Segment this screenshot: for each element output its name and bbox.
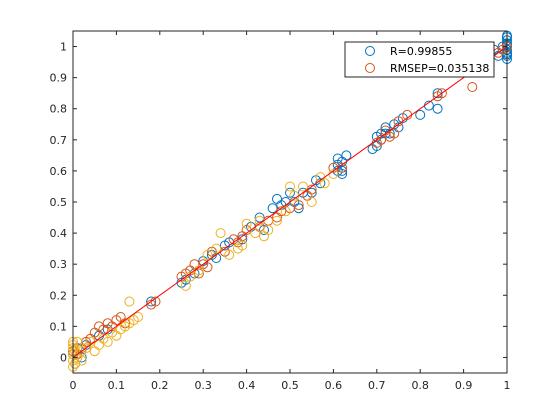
data-point-s2-29 bbox=[202, 249, 213, 260]
data-point-s0-52 bbox=[432, 103, 443, 114]
data-point-s1-46 bbox=[436, 88, 447, 99]
x-tick-label-5: 0.5 bbox=[281, 379, 299, 392]
data-point-s2-11 bbox=[76, 355, 87, 366]
data-point-s0-20 bbox=[267, 203, 278, 214]
data-point-s2-6 bbox=[70, 358, 81, 369]
data-point-s2-39 bbox=[263, 225, 274, 235]
data-point-s1-47 bbox=[467, 82, 478, 92]
x-tick-label-8: 0.8 bbox=[411, 379, 429, 392]
x-tick-label-3: 0.3 bbox=[194, 379, 212, 392]
axis-ticks: 0 0.1 0.2 0.3 0.4 0.5 0.6 0.7 0.8 0.9 1 0 0.1 0.2 0.3 0… bbox=[50, 31, 511, 392]
y-tick-label-4: 0.4 bbox=[50, 227, 68, 240]
y-tick-label-7: 0.7 bbox=[50, 134, 68, 147]
y-tick-label-8: 0.8 bbox=[50, 103, 68, 116]
legend[interactable]: R=0.99855 RMSEP=0.035138 bbox=[344, 41, 495, 78]
data-point-s1-21 bbox=[202, 262, 213, 273]
x-tick-label-1: 0.1 bbox=[108, 379, 126, 392]
data-point-s2-34 bbox=[237, 240, 248, 251]
data-point-s2-45 bbox=[306, 197, 317, 207]
data-point-s2-44 bbox=[298, 181, 308, 192]
y-tick-label-10: 1 bbox=[60, 41, 67, 54]
x-tick-label-0: 0 bbox=[70, 379, 77, 392]
data-point-s2-36 bbox=[250, 228, 261, 239]
data-point-s2-31 bbox=[215, 228, 226, 239]
y-tick-label-3: 0.3 bbox=[50, 258, 68, 271]
data-point-s2-41 bbox=[280, 206, 291, 217]
data-point-s2-32 bbox=[224, 249, 235, 260]
legend-box bbox=[344, 41, 495, 78]
y-tick-label-6: 0.6 bbox=[50, 165, 68, 178]
x-tick-label-4: 0.4 bbox=[238, 379, 256, 392]
data-point-s2-35 bbox=[241, 218, 252, 229]
data-point-s1-42 bbox=[389, 128, 400, 139]
data-point-s2-30 bbox=[211, 243, 222, 254]
data-point-s0-7 bbox=[146, 296, 157, 307]
x-tick-label-7: 0.7 bbox=[368, 379, 386, 392]
data-point-s2-17 bbox=[102, 336, 113, 347]
x-tick-label-10: 1 bbox=[504, 379, 511, 392]
data-point-s2-40 bbox=[272, 215, 282, 226]
data-point-s2-25 bbox=[133, 312, 144, 322]
data-point-s2-42 bbox=[285, 181, 295, 192]
x-tick-label-9: 0.9 bbox=[455, 379, 473, 392]
data-point-s0-35 bbox=[332, 153, 343, 164]
y-tick-label-2: 0.2 bbox=[50, 289, 68, 302]
fit-line bbox=[72, 46, 508, 358]
data-point-s2-47 bbox=[319, 178, 330, 189]
legend-marker-r bbox=[365, 46, 375, 56]
y-tick-label-0: 0 bbox=[60, 351, 67, 364]
data-point-s0-37 bbox=[341, 150, 352, 161]
data-point-s2-24 bbox=[124, 296, 135, 307]
legend-label-r: R=0.99855 bbox=[390, 45, 452, 58]
data-point-s0-49 bbox=[415, 109, 426, 120]
y-tick-label-5: 0.5 bbox=[50, 196, 68, 209]
y-tick-label-1: 0.1 bbox=[50, 320, 68, 333]
legend-marker-rmsep bbox=[365, 63, 375, 73]
data-point-s2-26 bbox=[180, 280, 191, 291]
data-point-s1-33 bbox=[293, 200, 304, 211]
x-tick-label-2: 0.2 bbox=[151, 379, 169, 392]
x-tick-label-6: 0.6 bbox=[325, 379, 343, 392]
legend-label-rmsep: RMSEP=0.035138 bbox=[390, 62, 489, 75]
data-point-s1-19 bbox=[193, 268, 204, 279]
y-tick-label-9: 0.9 bbox=[50, 72, 68, 85]
